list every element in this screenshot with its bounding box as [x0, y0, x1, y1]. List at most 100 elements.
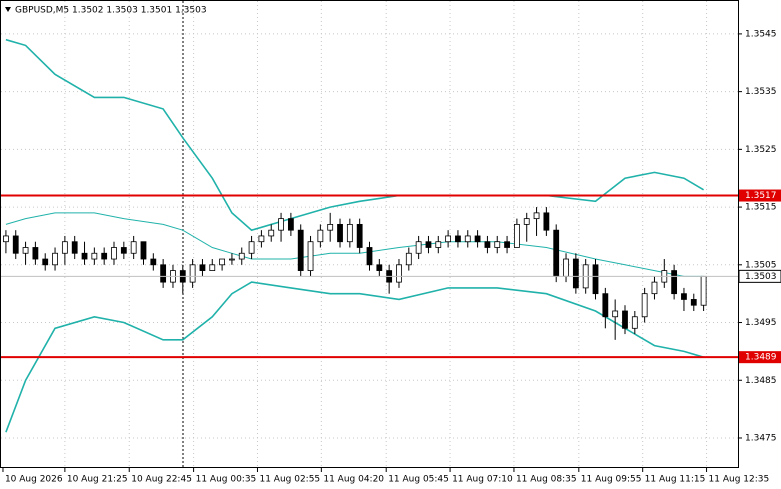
candle-body [366, 247, 373, 266]
candle-body [130, 241, 137, 254]
x-tick-label: 11 Aug 12:35 [709, 475, 770, 485]
candle-body [533, 212, 540, 220]
candle-body [553, 229, 560, 277]
x-tick-label: 11 Aug 09:55 [581, 475, 642, 485]
plot-frame [0, 0, 739, 468]
y-tick-label: 1.3545 [745, 29, 777, 39]
y-tick-label: 1.3495 [745, 318, 777, 328]
candle-body [651, 281, 658, 295]
candle-body [219, 258, 226, 266]
candle-body [101, 252, 108, 260]
candle-body [631, 316, 638, 329]
candle-body [258, 235, 265, 243]
candle-body [297, 229, 304, 271]
y-tick-label: 1.3485 [745, 376, 777, 386]
band-upper [5, 38, 705, 232]
x-tick-label: 10 Aug 2026 [5, 475, 63, 485]
candle-body [140, 241, 147, 260]
candle-body [425, 241, 432, 248]
candle-body [71, 241, 78, 254]
candle-body [199, 264, 206, 271]
current-price-label: 1.3503 [745, 272, 777, 282]
candle-body [376, 264, 383, 271]
candle-body [622, 310, 628, 329]
candle-body [238, 252, 245, 260]
candle-body [52, 252, 58, 266]
candle-body [32, 247, 39, 260]
level-label-bg [739, 189, 781, 202]
candle-body [484, 241, 491, 248]
candle-body [671, 270, 678, 295]
candle-body [504, 241, 510, 248]
candle-body [464, 235, 471, 243]
candle-body [405, 252, 412, 266]
candle-body [641, 293, 648, 318]
y-tick-label: 1.3515 [745, 203, 777, 213]
candle-body [543, 212, 550, 231]
candle-body [563, 258, 569, 277]
level-label: 1.3489 [745, 353, 777, 363]
candle-body [681, 293, 687, 300]
x-tick-label: 11 Aug 05:45 [388, 475, 449, 485]
candle-body [61, 241, 68, 254]
band-middle [5, 212, 704, 277]
chart-title: GBPUSD,M5 1.3502 1.3503 1.3501 1.3503 [15, 6, 207, 16]
candle-body [317, 229, 324, 243]
x-tick-label: 11 Aug 11:15 [645, 475, 706, 485]
band-lower [5, 281, 704, 433]
x-tick-label: 11 Aug 08:35 [516, 475, 577, 485]
candle-body [307, 241, 314, 271]
x-tick-label: 11 Aug 02:55 [259, 475, 320, 485]
candle-body [612, 310, 619, 318]
y-tick-label: 1.3535 [745, 87, 777, 97]
x-tick-label: 11 Aug 04:20 [323, 475, 384, 485]
x-tick-label: 11 Aug 00:35 [196, 475, 257, 485]
y-tick-label: 1.3505 [745, 260, 777, 270]
candle-body [287, 218, 294, 231]
candle-body [346, 223, 353, 243]
y-tick-label: 1.3525 [745, 145, 777, 155]
candle-body [22, 247, 29, 254]
candle-body [120, 247, 127, 254]
candle-body [81, 252, 88, 260]
candle-body [150, 258, 157, 266]
candle-body [572, 258, 579, 289]
candle-body [248, 241, 255, 254]
candle-body [91, 252, 98, 260]
x-tick-label: 10 Aug 21:25 [67, 475, 128, 485]
candle-body [189, 264, 196, 283]
candle-body [415, 241, 422, 254]
x-tick-label: 10 Aug 22:45 [131, 475, 192, 485]
level-label: 1.3517 [745, 191, 777, 201]
candle-body [514, 223, 520, 248]
candle-body [278, 218, 284, 231]
candle-body [160, 264, 167, 283]
candle-body [455, 235, 461, 243]
candle-body [494, 241, 501, 248]
candle-body [111, 247, 117, 260]
level-label-bg [739, 351, 781, 364]
candle-body [445, 235, 452, 243]
y-tick-label: 1.3475 [745, 433, 777, 443]
candle-body [690, 299, 697, 306]
candle-body [592, 264, 599, 295]
current-price-bg [738, 269, 781, 283]
candle-body [12, 235, 19, 254]
candle-body [209, 264, 216, 271]
candle-body [602, 293, 609, 318]
candle-body [700, 275, 707, 306]
candle-body [3, 235, 9, 243]
candle-body [42, 258, 49, 266]
candle-body [474, 235, 481, 243]
candle-body [356, 223, 363, 248]
candle-body [337, 223, 343, 243]
candle-body [523, 218, 530, 225]
symbol-icon [5, 7, 11, 12]
candle-body [268, 229, 275, 237]
candle-body [327, 223, 334, 231]
candle-body [396, 264, 402, 283]
candle-body [229, 258, 235, 261]
candle-body [435, 241, 442, 248]
x-tick-label: 11 Aug 07:10 [452, 475, 513, 485]
